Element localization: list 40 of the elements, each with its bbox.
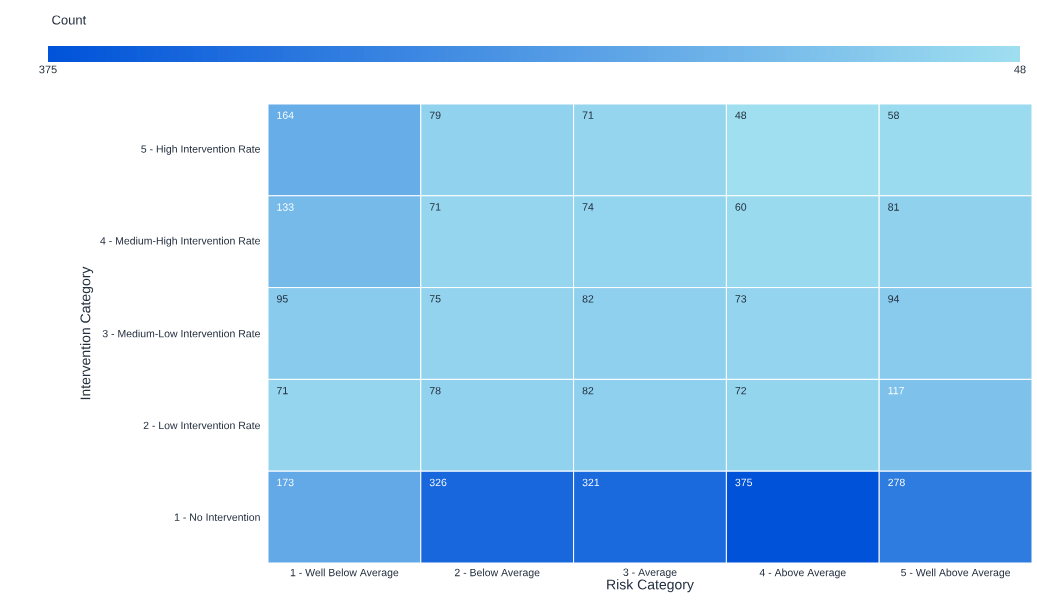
y-tick-label: 4 - Medium-High Intervention Rate <box>100 236 260 247</box>
y-tick-label: 3 - Medium-Low Intervention Rate <box>102 329 260 338</box>
data-label: 81 <box>888 203 899 211</box>
x-tick-label: 1 - Well Below Average <box>290 568 399 579</box>
y-tick-label: 5 - High Intervention Rate <box>141 145 260 155</box>
data-label: 72 <box>735 386 747 395</box>
y-tick-label: 1 - No Intervention <box>174 513 260 521</box>
data-label: 82 <box>582 386 594 395</box>
data-label: 71 <box>277 386 288 395</box>
x-tick-label: 2 - Below Average <box>454 568 540 579</box>
data-label: 79 <box>429 111 441 119</box>
color-bar-title: Count <box>52 15 87 25</box>
x-tick-label: 3 - Average <box>623 568 677 579</box>
data-label: 71 <box>582 111 594 119</box>
y-axis-title: Intervention Category <box>80 266 94 400</box>
x-tick-label: 5 - Well Above Average <box>901 568 1011 579</box>
data-label: 75 <box>429 295 441 303</box>
data-label: 278 <box>888 478 905 487</box>
data-label: 321 <box>582 478 600 487</box>
data-label: 73 <box>735 295 747 303</box>
x-axis-title: Risk Category <box>607 579 694 593</box>
data-label: 133 <box>277 203 294 211</box>
color-bar-label: 375 <box>39 65 57 74</box>
x-tick-label: 4 - Above Average <box>759 568 846 579</box>
data-label: 82 <box>582 295 594 303</box>
data-label: 326 <box>429 478 447 487</box>
data-label: 71 <box>429 203 441 211</box>
data-label: 78 <box>429 386 441 395</box>
data-label: 173 <box>277 478 294 487</box>
data-label: 117 <box>888 386 904 395</box>
data-label: 60 <box>735 203 747 211</box>
data-label: 164 <box>277 111 294 119</box>
data-label: 94 <box>888 295 900 303</box>
data-label: 48 <box>735 111 747 119</box>
data-label: 375 <box>735 478 752 487</box>
y-tick-label: 2 - Low Intervention Rate <box>143 421 260 430</box>
data-label: 95 <box>277 295 288 303</box>
data-label: 58 <box>888 111 899 119</box>
color-bar-label: 48 <box>1014 65 1026 74</box>
data-label: 74 <box>582 203 594 211</box>
